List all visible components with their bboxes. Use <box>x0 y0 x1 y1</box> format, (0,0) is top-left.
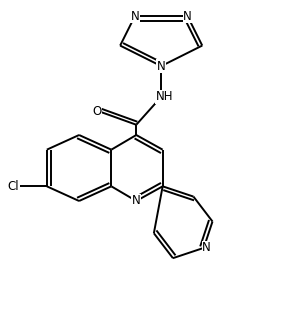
Text: N: N <box>157 60 165 73</box>
Text: N: N <box>131 10 139 23</box>
Text: NH: NH <box>155 90 173 103</box>
Text: N: N <box>202 241 211 254</box>
Text: O: O <box>92 105 101 118</box>
Text: N: N <box>132 194 141 208</box>
Text: N: N <box>183 10 192 23</box>
Text: Cl: Cl <box>7 180 19 193</box>
